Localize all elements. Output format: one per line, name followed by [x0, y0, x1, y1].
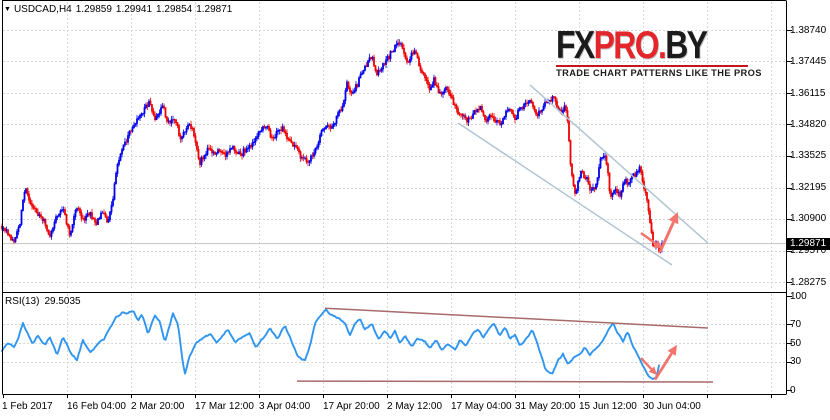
logo-part-pro: PRO. — [593, 24, 667, 67]
rsi-trendlines — [296, 307, 714, 383]
forecast-arrows-main — [640, 212, 679, 253]
logo-part-fx: FX — [556, 24, 595, 67]
trend-channel — [457, 84, 709, 266]
ohlc-high: 1.29941 — [115, 4, 153, 15]
logo-red-rule — [556, 65, 748, 67]
panel-frame — [2, 0, 787, 395]
logo-part-by: BY — [665, 24, 708, 67]
current-price-label: 1.29871 — [787, 237, 830, 250]
rsi-name: RSI(13) — [5, 296, 40, 307]
chart-title: ▼ USDCAD,H4 1.29859 1.29941 1.29854 1.29871 — [4, 4, 236, 15]
rsi-value: 29.5035 — [44, 296, 81, 307]
fxpro-logo-text: FXPRO.BY — [556, 24, 720, 67]
symbol-dropdown-arrow-icon[interactable]: ▼ — [4, 6, 11, 13]
logo-tagline: TRADE CHART PATTERNS LIKE THE PROS — [556, 68, 762, 79]
axis-ticks — [3, 30, 792, 398]
forecast-arrows-rsi — [640, 344, 677, 381]
symbol-timeframe: USDCAD,H4 — [13, 4, 72, 15]
rsi-line — [1, 308, 660, 380]
ohlc-open: 1.29859 — [75, 4, 112, 15]
rsi-indicator-label: RSI(13) 29.5035 — [5, 296, 86, 307]
fxpro-logo: FXPRO.BY TRADE CHART PATTERNS LIKE THE P… — [556, 24, 762, 79]
ohlc-low: 1.29854 — [156, 4, 193, 15]
ohlc-close: 1.29871 — [196, 4, 233, 15]
